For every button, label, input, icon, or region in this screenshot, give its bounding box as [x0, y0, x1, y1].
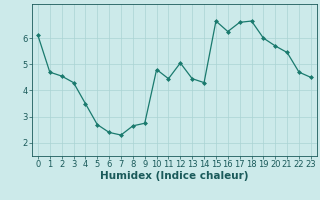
X-axis label: Humidex (Indice chaleur): Humidex (Indice chaleur) — [100, 171, 249, 181]
